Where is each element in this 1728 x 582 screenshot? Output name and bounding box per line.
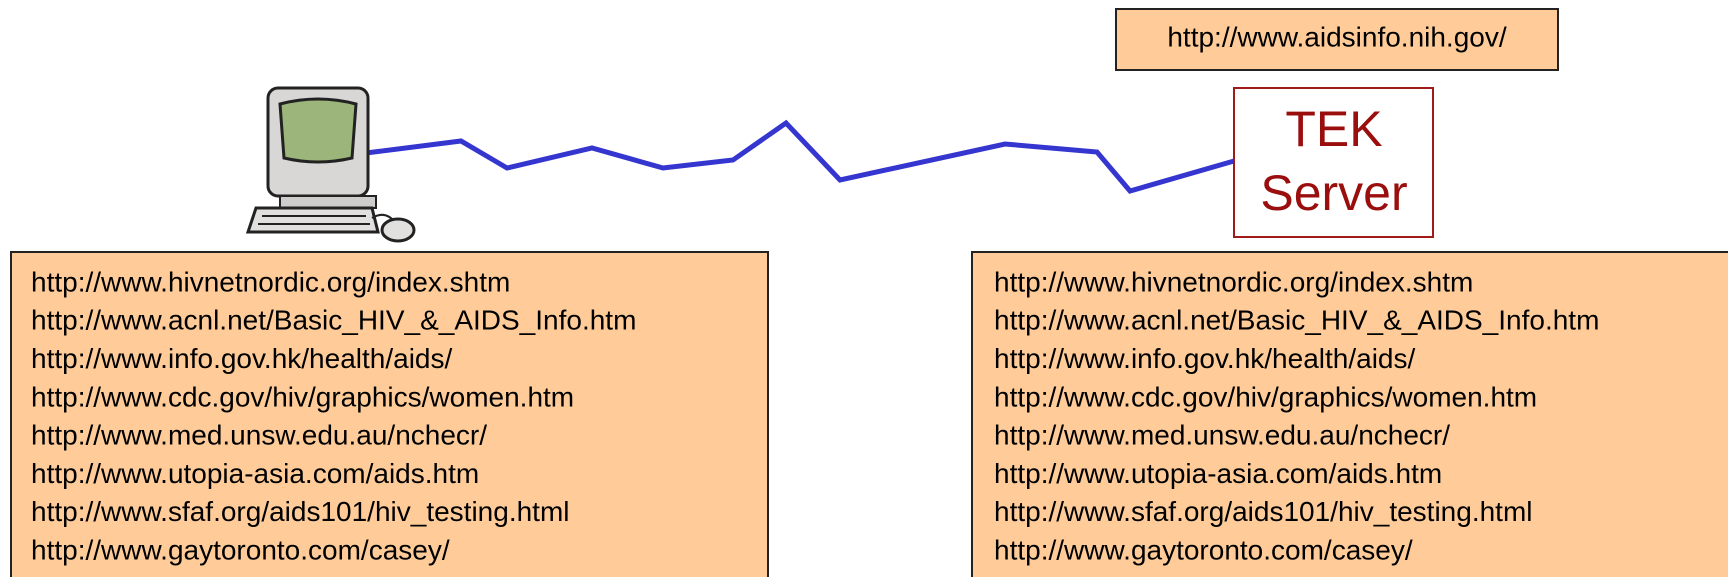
url-item: http://www.utopia-asia.com/aids.htm — [994, 458, 1442, 489]
server-label: TEK — [1285, 101, 1382, 157]
url-item: http://www.acnl.net/Basic_HIV_&_AIDS_Inf… — [31, 305, 636, 336]
server-box — [1233, 87, 1434, 238]
url-item: http://www.hivnetnordic.org/index.shtm — [994, 266, 1473, 297]
url-item: http://www.cdc.gov/hiv/graphics/women.ht… — [994, 381, 1537, 412]
server-label: Server — [1260, 165, 1407, 221]
url-item: http://www.hivnetnordic.org/index.shtm — [31, 266, 510, 297]
url-item: http://www.gaytoronto.com/casey/ — [994, 534, 1413, 565]
connection-line — [357, 119, 1235, 194]
url-item: http://www.info.gov.hk/health/aids/ — [31, 343, 452, 374]
top-url: http://www.aidsinfo.nih.gov/ — [1167, 21, 1507, 52]
url-item: http://www.sfaf.org/aids101/hiv_testing.… — [994, 496, 1533, 527]
url-box — [1115, 8, 1559, 71]
url-item: http://www.med.unsw.edu.au/nchecr/ — [31, 420, 487, 451]
url-item: http://www.med.unsw.edu.au/nchecr/ — [994, 420, 1450, 451]
url-item: http://www.acnl.net/Basic_HIV_&_AIDS_Inf… — [994, 305, 1599, 336]
client-list-box — [10, 251, 769, 582]
url-item: http://www.utopia-asia.com/aids.htm — [31, 458, 479, 489]
server-list-box — [971, 251, 1728, 582]
computer-icon — [245, 86, 416, 243]
url-item: http://www.info.gov.hk/health/aids/ — [994, 343, 1415, 374]
url-item: http://www.gaytoronto.com/casey/ — [31, 534, 450, 565]
url-item: http://www.cdc.gov/hiv/graphics/women.ht… — [31, 381, 574, 412]
url-item: http://www.sfaf.org/aids101/hiv_testing.… — [31, 496, 570, 527]
